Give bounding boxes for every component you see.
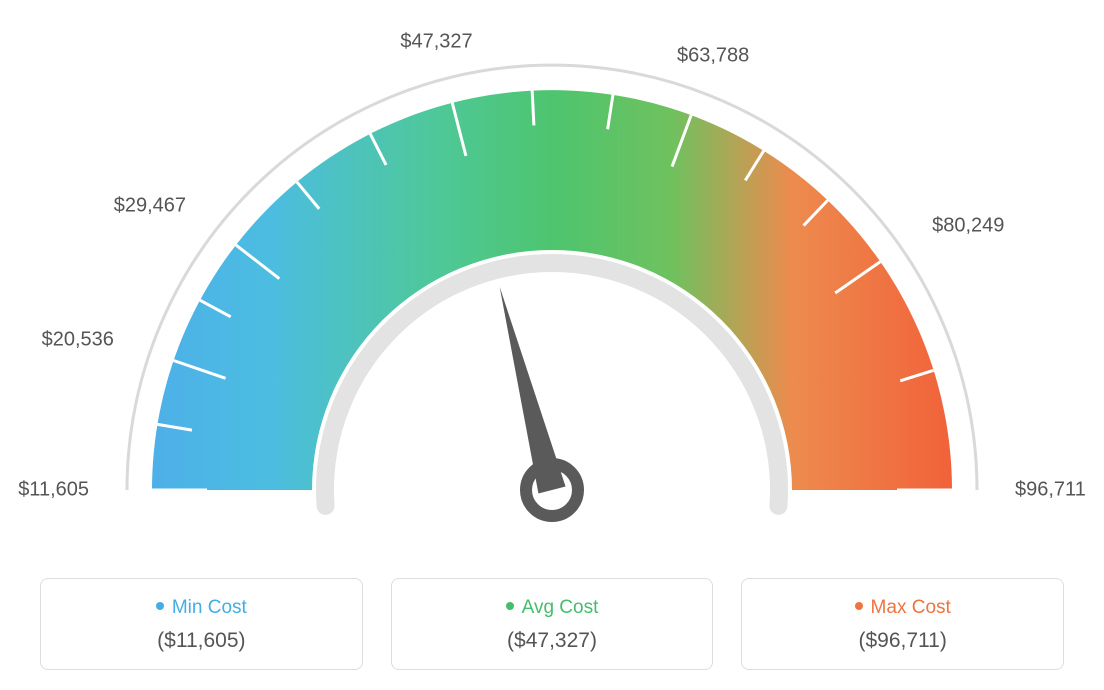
min-cost-title: Min Cost xyxy=(51,597,352,619)
max-cost-card: Max Cost ($96,711) xyxy=(741,578,1064,670)
min-cost-card: Min Cost ($11,605) xyxy=(40,578,363,670)
max-cost-title: Max Cost xyxy=(752,597,1053,619)
gauge-tick-label: $80,249 xyxy=(932,214,1004,237)
max-cost-value: ($96,711) xyxy=(752,629,1053,653)
cost-gauge-widget: $11,605 $20,536 $29,467 $47,327 $63,788 $80,2… xyxy=(0,0,1104,690)
gauge-tick-label: $11,605 xyxy=(18,479,89,502)
avg-cost-value: ($47,327) xyxy=(402,629,703,653)
gauge-tick-label: $20,536 xyxy=(42,329,114,352)
gauge-svg xyxy=(0,0,1104,560)
gauge-tick-label: $63,788 xyxy=(677,44,749,67)
min-cost-value: ($11,605) xyxy=(51,629,352,653)
gauge-chart: $11,605 $20,536 $29,467 $47,327 $63,788 $80,2… xyxy=(0,0,1104,560)
avg-cost-title: Avg Cost xyxy=(402,597,703,619)
gauge-tick-label: $96,711 xyxy=(1015,479,1086,502)
avg-cost-card: Avg Cost ($47,327) xyxy=(391,578,714,670)
gauge-tick-label: $29,467 xyxy=(114,195,186,218)
summary-cards: Min Cost ($11,605) Avg Cost ($47,327) Ma… xyxy=(40,578,1064,670)
gauge-tick-label: $47,327 xyxy=(400,30,472,53)
